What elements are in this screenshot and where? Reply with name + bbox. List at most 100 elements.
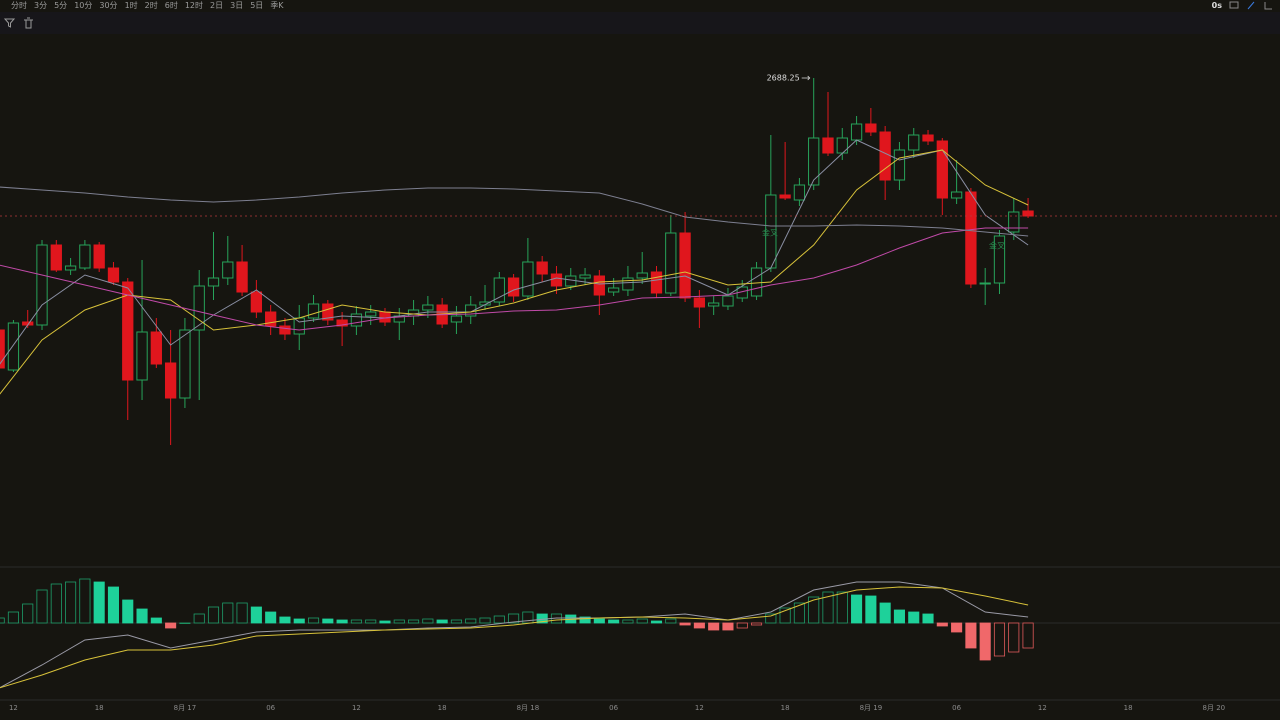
x-tick-label: 8月 17 bbox=[174, 704, 197, 712]
macd-bar bbox=[793, 602, 805, 624]
candle-body bbox=[822, 137, 834, 154]
candle-body bbox=[722, 295, 734, 307]
macd-bar bbox=[307, 617, 320, 624]
macd-bar bbox=[993, 622, 1006, 657]
macd-bar bbox=[322, 618, 334, 624]
macd-bar bbox=[336, 619, 348, 624]
macd-bar bbox=[365, 619, 377, 624]
x-tick-label: 12 bbox=[1038, 704, 1047, 712]
macd-bar bbox=[379, 620, 391, 624]
macd-bar bbox=[36, 589, 48, 624]
indicator-line bbox=[0, 139, 1029, 365]
macd-bar bbox=[622, 619, 634, 624]
interval-button[interactable]: 3分 bbox=[34, 1, 48, 10]
refresh-label[interactable]: 0s bbox=[1211, 1, 1222, 10]
filter-icon[interactable] bbox=[3, 18, 16, 28]
candle-body bbox=[708, 302, 720, 307]
candle-body bbox=[622, 277, 634, 291]
candle-body bbox=[0, 329, 5, 369]
candle-body bbox=[550, 273, 563, 287]
candle-body bbox=[1022, 210, 1034, 217]
interval-button[interactable]: 3日 bbox=[230, 1, 244, 10]
candle-body bbox=[593, 275, 605, 296]
candle-body bbox=[279, 325, 291, 335]
macd-bar bbox=[979, 622, 991, 661]
candle-body bbox=[322, 303, 334, 321]
candle-body bbox=[679, 232, 691, 299]
macd-bar bbox=[708, 622, 720, 631]
interval-toolbar: 分时 3分 5分 10分 30分 1时 2时 6时 12时 2日 3日 5日 季K bbox=[0, 0, 1280, 12]
candle-body bbox=[893, 149, 906, 181]
interval-button[interactable]: 1时 bbox=[124, 1, 138, 10]
draw-icon[interactable] bbox=[1247, 1, 1255, 10]
x-tick-label: 12 bbox=[352, 704, 361, 712]
macd-bar bbox=[207, 606, 220, 624]
candle-body bbox=[307, 303, 320, 319]
macd-bar bbox=[265, 611, 277, 624]
interval-button[interactable]: 12时 bbox=[184, 1, 204, 10]
interval-button[interactable]: 10分 bbox=[74, 1, 93, 10]
candle-body bbox=[450, 315, 463, 323]
interval-button[interactable]: 季K bbox=[270, 1, 284, 10]
macd-bar bbox=[936, 622, 948, 627]
macd-bar bbox=[107, 586, 120, 624]
candle-body bbox=[950, 191, 963, 199]
candle-body bbox=[136, 331, 148, 381]
candle-body bbox=[164, 362, 177, 399]
candle-body bbox=[693, 297, 706, 308]
macd-bar bbox=[593, 618, 605, 624]
candle-body bbox=[936, 140, 948, 199]
macd-bar bbox=[922, 613, 934, 624]
interval-button[interactable]: 5分 bbox=[54, 1, 68, 10]
macd-bar bbox=[222, 602, 234, 624]
macd-bar bbox=[1022, 622, 1034, 649]
macd-bar bbox=[893, 609, 905, 624]
macd-bar bbox=[679, 622, 691, 626]
macd-bar bbox=[350, 619, 362, 624]
interval-button[interactable]: 6时 bbox=[164, 1, 178, 10]
tool-row bbox=[0, 12, 1280, 34]
candle-body bbox=[493, 277, 505, 303]
candle-body bbox=[193, 285, 205, 331]
candle-body bbox=[993, 235, 1006, 284]
candle-body bbox=[579, 274, 591, 279]
candle-body bbox=[808, 137, 820, 186]
x-tick-label: 06 bbox=[266, 704, 275, 712]
candle-body bbox=[36, 244, 48, 326]
candle-body bbox=[836, 137, 848, 154]
delete-icon[interactable] bbox=[24, 17, 33, 29]
macd-bar bbox=[450, 619, 462, 624]
indicator-line bbox=[0, 186, 1029, 237]
macd-bar bbox=[408, 619, 420, 624]
candle-body bbox=[122, 281, 134, 381]
macd-bar bbox=[1008, 622, 1020, 653]
interval-button[interactable]: 2日 bbox=[210, 1, 224, 10]
x-tick-label: 8月 19 bbox=[860, 704, 883, 712]
candle-body bbox=[536, 261, 548, 275]
macd-bar bbox=[465, 618, 477, 624]
interval-button[interactable]: 5日 bbox=[250, 1, 264, 10]
macd-bar bbox=[7, 611, 19, 624]
candle-body bbox=[908, 134, 920, 151]
interval-button[interactable]: 分时 bbox=[11, 1, 27, 10]
interval-button[interactable]: 2时 bbox=[144, 1, 158, 10]
camera-icon[interactable] bbox=[1229, 1, 1239, 9]
macd-bar bbox=[193, 613, 205, 624]
expand-icon[interactable] bbox=[1264, 2, 1272, 10]
candle-body bbox=[793, 184, 806, 201]
candle-body bbox=[922, 134, 934, 142]
candle-body bbox=[265, 311, 277, 327]
macd-bar bbox=[736, 622, 748, 629]
candle-body bbox=[222, 261, 234, 279]
candle-body bbox=[507, 277, 520, 297]
x-tick-label: 8月 20 bbox=[1203, 704, 1226, 712]
macd-bar bbox=[693, 622, 705, 629]
macd-bar bbox=[136, 608, 148, 624]
x-tick-label: 06 bbox=[609, 704, 618, 712]
macd-bar bbox=[808, 596, 820, 624]
candle-body bbox=[350, 313, 363, 327]
interval-button[interactable]: 30分 bbox=[99, 1, 118, 10]
candle-body bbox=[865, 123, 877, 133]
macd-bar bbox=[750, 622, 763, 626]
